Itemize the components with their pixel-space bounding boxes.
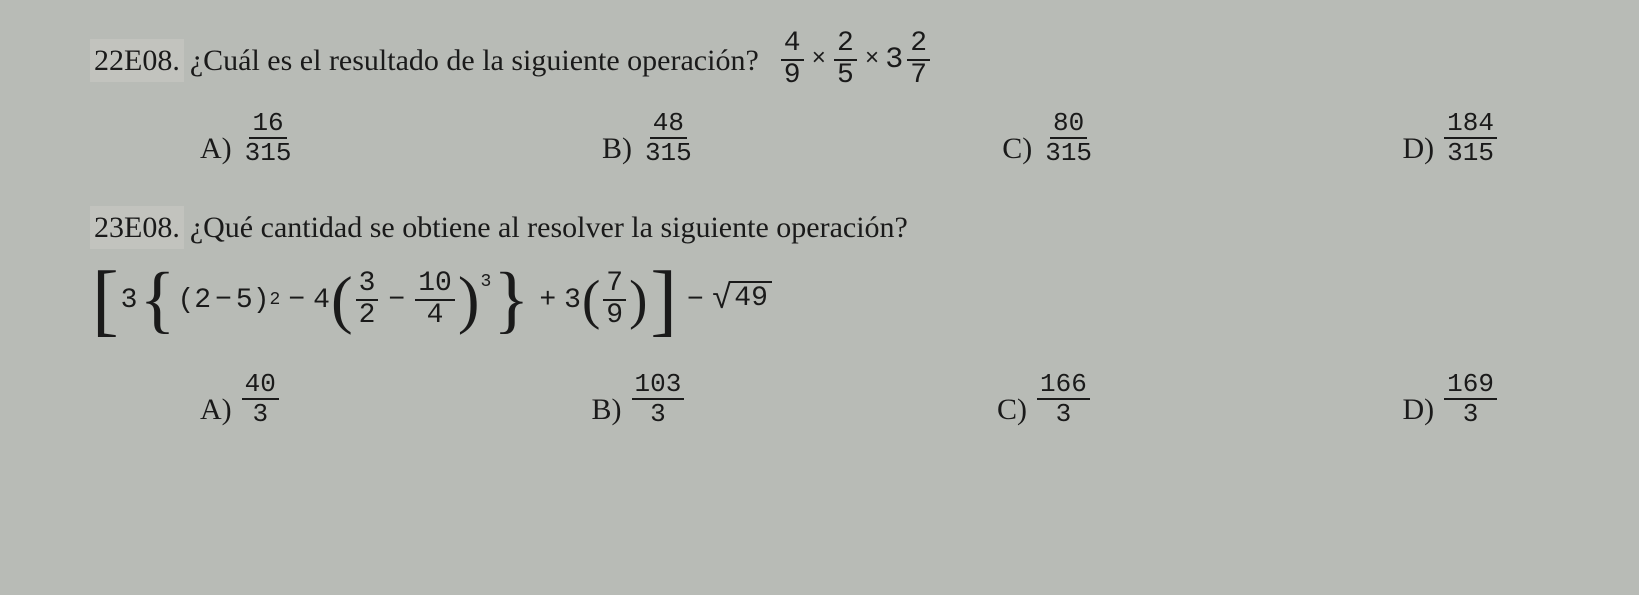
expression: [ 3 { ( 2 − 5 ) 2 − 4 ( 3 2 − 10 4 ) 3 }…: [90, 264, 1559, 336]
square-root: √ 49: [712, 281, 772, 319]
left-paren-icon: (: [331, 274, 353, 326]
fraction-3-2: 3 2: [356, 270, 379, 330]
page: 22E08. ¿Cuál es el resultado de la sigui…: [0, 0, 1639, 487]
right-brace-icon: }: [493, 266, 529, 334]
left-bracket-icon: [: [92, 264, 119, 336]
question-22e08: 22E08. ¿Cuál es el resultado de la sigui…: [90, 30, 1559, 166]
option-b: B) 103 3: [592, 371, 687, 427]
left-brace-icon: {: [139, 266, 175, 334]
times-icon: ×: [812, 44, 826, 75]
expression: 4 9 × 2 5 × 3 2 7: [779, 30, 932, 90]
option-a: A) 40 3: [200, 371, 281, 427]
question-text: ¿Qué cantidad se obtiene al resolver la …: [190, 208, 908, 247]
right-paren-icon: ): [629, 278, 647, 322]
option-d: D) 184 315: [1403, 110, 1499, 166]
options-row: A) 16 315 B) 48 315 C) 80 315: [90, 110, 1559, 166]
question-text: ¿Cuál es el resultado de la siguiente op…: [190, 41, 759, 80]
question-line: 22E08. ¿Cuál es el resultado de la sigui…: [90, 30, 1559, 90]
fraction: 103 3: [632, 371, 685, 427]
sqrt-icon: √: [712, 281, 732, 319]
question-number: 22E08.: [90, 39, 184, 82]
fraction: 48 315: [642, 110, 695, 166]
fraction: 184 315: [1444, 110, 1497, 166]
question-line: 23E08. ¿Qué cantidad se obtiene al resol…: [90, 206, 1559, 249]
option-a: A) 16 315: [200, 110, 296, 166]
fraction: 166 3: [1037, 371, 1090, 427]
times-icon: ×: [865, 44, 879, 75]
options-row: A) 40 3 B) 103 3 C) 166 3: [90, 371, 1559, 427]
fraction: 16 315: [242, 110, 295, 166]
left-paren-icon: (: [582, 278, 600, 322]
fraction-4-9: 4 9: [781, 30, 804, 90]
fraction-2-7: 2 7: [907, 30, 930, 90]
option-c: C) 166 3: [997, 371, 1092, 427]
right-paren-icon: ): [458, 274, 480, 326]
mixed-number: 3 2 7: [885, 30, 932, 90]
fraction: 80 315: [1042, 110, 1095, 166]
option-b: B) 48 315: [602, 110, 697, 166]
fraction-10-4: 10 4: [415, 270, 455, 330]
option-d: D) 169 3: [1403, 371, 1499, 427]
question-number: 23E08.: [90, 206, 184, 249]
paren-group: (: [177, 285, 194, 316]
option-c: C) 80 315: [1002, 110, 1097, 166]
fraction-7-9: 7 9: [603, 270, 626, 330]
fraction: 169 3: [1444, 371, 1497, 427]
right-bracket-icon: ]: [650, 264, 677, 336]
fraction: 40 3: [242, 371, 279, 427]
question-23e08: 23E08. ¿Qué cantidad se obtiene al resol…: [90, 206, 1559, 427]
fraction-2-5: 2 5: [834, 30, 857, 90]
